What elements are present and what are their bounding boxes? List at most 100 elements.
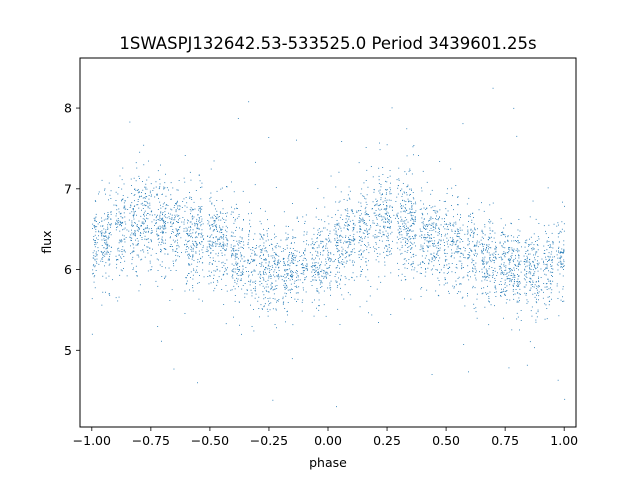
data-point — [368, 233, 370, 234]
data-point — [524, 268, 526, 270]
data-point — [390, 233, 392, 235]
data-point — [280, 260, 281, 262]
data-point — [249, 201, 250, 203]
data-point — [367, 279, 369, 281]
data-point — [233, 245, 235, 247]
data-point — [536, 251, 538, 253]
data-point — [134, 234, 136, 236]
data-point — [526, 302, 528, 304]
data-point — [513, 267, 515, 269]
data-point — [105, 218, 107, 220]
data-point — [482, 257, 484, 259]
data-point — [164, 248, 166, 250]
data-point — [436, 210, 438, 212]
data-point — [236, 283, 238, 285]
data-point — [518, 283, 520, 285]
data-point — [177, 229, 179, 231]
data-point — [165, 221, 166, 222]
data-point — [401, 208, 402, 209]
data-point — [192, 250, 194, 252]
data-point — [349, 254, 351, 256]
data-point — [140, 203, 142, 205]
data-point — [259, 220, 261, 222]
data-point — [401, 188, 403, 190]
data-point — [341, 250, 343, 252]
data-point — [102, 232, 104, 234]
data-point — [560, 251, 562, 253]
data-point — [133, 214, 135, 216]
data-point — [130, 178, 132, 180]
data-point — [362, 195, 364, 197]
data-point — [231, 255, 232, 256]
data-point — [318, 228, 320, 230]
data-point — [365, 201, 367, 203]
data-point — [336, 406, 337, 408]
data-point — [223, 234, 225, 236]
data-point — [531, 306, 533, 308]
data-point — [173, 368, 175, 370]
data-point — [435, 218, 436, 220]
data-point — [348, 186, 350, 188]
data-point — [303, 289, 304, 291]
data-point — [435, 245, 437, 247]
data-point — [250, 249, 252, 251]
data-point — [225, 225, 227, 227]
data-point — [447, 268, 449, 269]
data-point — [278, 276, 280, 278]
data-point — [165, 223, 166, 224]
data-point — [495, 296, 497, 297]
data-point — [350, 242, 352, 244]
data-point — [269, 303, 271, 304]
data-point — [438, 248, 439, 249]
data-point — [352, 249, 353, 251]
data-point — [451, 271, 453, 273]
data-point — [411, 263, 412, 265]
data-point — [360, 202, 362, 204]
data-point — [124, 227, 126, 229]
data-point — [373, 189, 375, 190]
data-point — [133, 214, 135, 216]
data-point — [409, 208, 411, 210]
data-point — [467, 239, 469, 241]
data-point — [120, 262, 122, 263]
data-point — [414, 219, 416, 221]
data-point — [107, 216, 109, 217]
data-point — [558, 315, 560, 317]
data-point — [285, 284, 287, 286]
data-point — [556, 285, 558, 287]
data-point — [531, 248, 533, 249]
data-point — [424, 263, 425, 264]
data-point — [192, 254, 194, 256]
data-point — [110, 218, 111, 220]
data-point — [145, 188, 147, 190]
data-point — [446, 193, 448, 194]
data-point — [453, 209, 454, 211]
data-point — [233, 222, 235, 224]
data-point — [291, 253, 293, 255]
data-point — [458, 236, 460, 238]
data-point — [372, 176, 374, 178]
data-point — [387, 222, 389, 223]
data-point — [470, 229, 472, 231]
data-point — [375, 225, 377, 226]
data-point — [459, 256, 461, 258]
data-point — [120, 222, 122, 224]
data-point — [117, 259, 119, 261]
data-point — [439, 209, 441, 211]
data-point — [192, 243, 194, 244]
data-point — [171, 225, 173, 227]
data-point — [552, 243, 554, 245]
data-point — [406, 243, 408, 245]
data-point — [208, 246, 210, 248]
data-point — [329, 240, 331, 242]
data-point — [196, 244, 198, 246]
data-point — [173, 222, 174, 224]
data-point — [223, 238, 225, 240]
data-point — [334, 276, 336, 277]
data-point — [284, 286, 286, 288]
data-point — [144, 256, 146, 258]
data-point — [339, 235, 341, 237]
data-point — [448, 224, 450, 226]
data-point — [161, 194, 163, 195]
data-point — [411, 242, 412, 244]
